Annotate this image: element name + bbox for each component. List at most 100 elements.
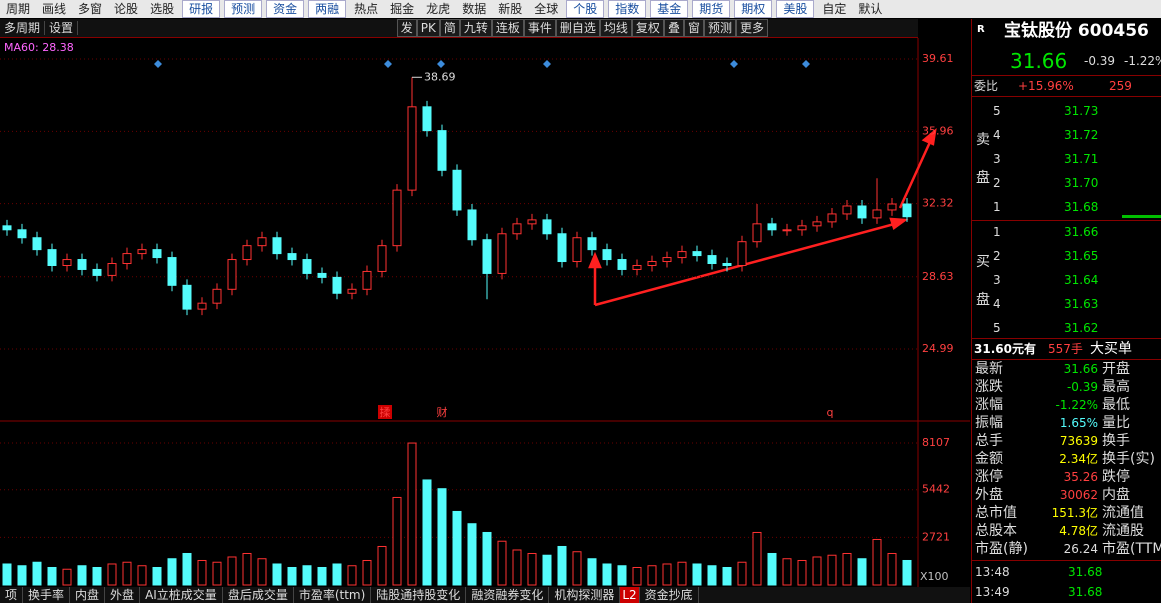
candle-body [482, 239, 492, 274]
level: 2 [993, 176, 1001, 190]
menu-item[interactable]: 资金 [266, 0, 305, 18]
stat-value: 73639 [1059, 434, 1098, 448]
y-tick-label: 2721 [922, 530, 950, 543]
volume-bar [842, 552, 852, 586]
volume-bar [392, 496, 402, 586]
level: 3 [993, 273, 1001, 287]
volume-bar [2, 563, 12, 586]
menu-item[interactable]: 个股 [566, 0, 605, 18]
ask-price: 31.68 [1064, 200, 1099, 214]
menu-item[interactable]: 新股 [498, 2, 523, 16]
tab[interactable]: 外盘 [105, 587, 141, 603]
candle-body [737, 241, 747, 266]
candle-body [692, 251, 702, 257]
tab[interactable]: 市盈率(ttm) [294, 587, 372, 603]
menu-item[interactable]: 画线 [42, 2, 67, 16]
candle-body [17, 229, 27, 239]
volume-bar [497, 540, 507, 586]
stat-value: 30062 [1059, 488, 1098, 502]
tool-item[interactable]: 多周期 [0, 21, 46, 35]
tool-button[interactable]: 连板 [491, 19, 524, 37]
menu-item[interactable]: 期权 [734, 0, 773, 18]
menu-item[interactable]: 预测 [224, 0, 263, 18]
tab[interactable]: L2 [620, 587, 640, 603]
ratio-label: 委比 [974, 79, 999, 93]
menu-item[interactable]: 多窗 [78, 2, 103, 16]
tab[interactable]: AI立桩成交量 [140, 587, 223, 603]
big-order: 557手 [1048, 342, 1083, 356]
volume-bar [272, 563, 282, 586]
menu-item[interactable]: 指数 [608, 0, 647, 18]
tool-button[interactable]: 简 [439, 19, 460, 37]
event-marker: 揉 [380, 405, 391, 419]
tool-button[interactable]: 窗 [683, 19, 704, 37]
tool-item[interactable]: 设置 [45, 21, 79, 35]
menu-item[interactable]: 热点 [354, 2, 379, 16]
stat-value: -0.39 [1066, 380, 1098, 394]
tool-button[interactable]: 发 [396, 19, 417, 37]
pct: -1.22% [1124, 54, 1161, 68]
menu-item[interactable]: 基金 [650, 0, 689, 18]
tool-button[interactable]: 删自选 [555, 19, 600, 37]
tab[interactable]: 换手率 [23, 587, 71, 603]
stat-value: 35.26 [1063, 470, 1098, 484]
volume-bar [407, 442, 417, 586]
volume-bar [752, 531, 762, 586]
candle-body [812, 221, 822, 227]
tool-button[interactable]: 事件 [523, 19, 556, 37]
quote-panel: R 宝钛股份 600456 31.66 -0.39 -1.22% 委比 +15.96% 259… [971, 19, 1161, 603]
menu-item[interactable]: 论股 [114, 2, 139, 16]
tool-button[interactable]: PK [416, 19, 440, 37]
volume-bar [887, 552, 897, 586]
tab[interactable]: 融资融券变化 [466, 587, 550, 603]
tool-button[interactable]: 九转 [459, 19, 492, 37]
candle-body [707, 255, 717, 265]
stat-label: 最新 [975, 361, 1003, 377]
tool-button[interactable]: 叠 [663, 19, 684, 37]
menu-item[interactable]: 选股 [150, 2, 175, 16]
menu-item[interactable]: 自定 [822, 2, 847, 16]
tool-button[interactable]: 更多 [735, 19, 768, 37]
tab[interactable]: 陆股通持股变化 [371, 587, 467, 603]
volume-bar [467, 523, 477, 586]
candle-body [842, 205, 852, 215]
volume-bar [872, 538, 882, 586]
candle-body [767, 223, 777, 231]
candle-body [722, 263, 732, 266]
candle-body [332, 276, 342, 294]
tool-button[interactable]: 预测 [703, 19, 736, 37]
stat-value: 1.65% [1059, 416, 1098, 430]
tab[interactable]: 资金抄底 [640, 587, 699, 603]
menu-item[interactable]: 两融 [308, 0, 347, 18]
candle-body [587, 237, 597, 251]
menu-item[interactable]: 掘金 [390, 2, 415, 16]
candle-body [137, 249, 147, 255]
candle-body [602, 249, 612, 261]
volume-bar [812, 556, 822, 586]
tab[interactable]: 机构探测器 [549, 587, 621, 603]
menu-item[interactable]: 美股 [776, 0, 815, 18]
menu-item[interactable]: 数据 [462, 2, 487, 16]
tool-button[interactable]: 复权 [631, 19, 664, 37]
menu-item[interactable]: 周期 [6, 2, 31, 16]
stat-label: 总股本 [975, 523, 1017, 539]
stat-value: 26.24 [1063, 542, 1098, 556]
menu-item[interactable]: 默认 [858, 2, 883, 16]
volume-bar [437, 488, 447, 586]
menu-item[interactable]: 期货 [692, 0, 731, 18]
candle-body [452, 169, 462, 211]
menu-item[interactable]: 研报 [182, 0, 221, 18]
tab[interactable]: 项 [0, 587, 24, 603]
volume-bar [212, 561, 222, 586]
candle-body [632, 264, 642, 270]
menu-item[interactable]: 龙虎 [426, 2, 451, 16]
side-label: 买 [976, 254, 990, 270]
tab[interactable]: 盘后成交量 [223, 587, 294, 603]
stat-label: 开盘 [1102, 361, 1130, 377]
ask-price: 31.70 [1064, 176, 1099, 190]
tool-button[interactable]: 均线 [599, 19, 632, 37]
tab[interactable]: 内盘 [70, 587, 106, 603]
y-tick-label: 35.96 [922, 124, 954, 137]
menu-item[interactable]: 全球 [534, 2, 559, 16]
